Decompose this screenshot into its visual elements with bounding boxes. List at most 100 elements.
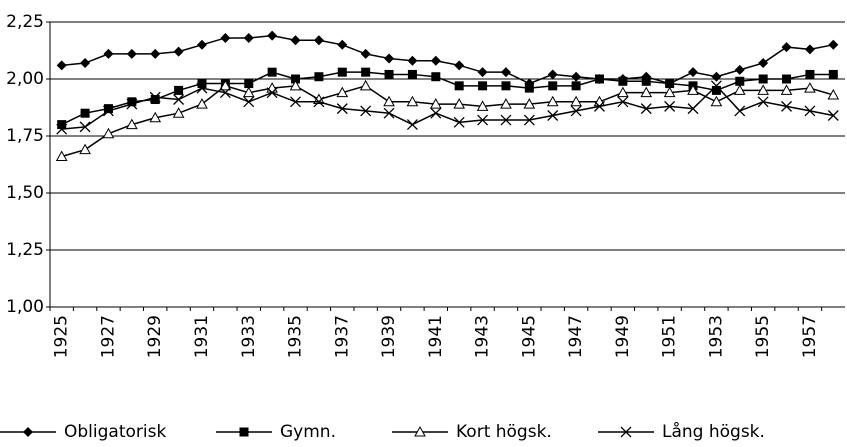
marker — [337, 67, 347, 77]
marker — [710, 95, 723, 107]
marker — [500, 114, 512, 126]
marker — [126, 98, 138, 110]
x-tick-label: 1957 — [800, 315, 820, 358]
marker — [361, 67, 371, 77]
marker — [384, 69, 394, 79]
marker — [56, 123, 68, 135]
marker — [477, 67, 488, 78]
series-line — [61, 85, 834, 158]
marker — [523, 98, 536, 109]
marker — [56, 60, 67, 71]
marker — [80, 58, 91, 69]
marker — [617, 86, 629, 98]
marker — [734, 64, 745, 75]
marker — [548, 81, 558, 91]
marker — [804, 44, 815, 55]
marker — [23, 427, 33, 437]
marker — [55, 150, 68, 162]
marker — [79, 143, 91, 155]
marker — [103, 48, 114, 59]
marker — [594, 100, 605, 112]
marker — [150, 95, 160, 105]
marker — [173, 46, 184, 57]
marker — [781, 42, 792, 53]
marker — [805, 69, 815, 79]
marker — [524, 83, 534, 93]
marker — [430, 55, 441, 66]
legend-label: Gymn. — [280, 422, 336, 442]
marker — [243, 32, 254, 43]
y-tick-label: 1,25 — [6, 240, 44, 260]
marker — [219, 79, 232, 91]
marker — [125, 118, 138, 130]
marker — [827, 110, 839, 121]
marker — [546, 95, 559, 107]
x-tick-label: 1955 — [753, 315, 773, 358]
marker — [406, 119, 418, 131]
series-line — [61, 71, 834, 126]
marker — [570, 95, 582, 107]
marker — [735, 76, 745, 86]
legend-label: Lång högsk. — [662, 421, 765, 442]
marker — [620, 426, 632, 438]
marker — [220, 32, 231, 43]
marker — [429, 98, 442, 109]
marker — [150, 48, 161, 59]
marker — [571, 81, 581, 91]
marker — [359, 79, 372, 91]
marker — [571, 71, 582, 82]
x-tick-label: 1933 — [239, 315, 259, 358]
legend-label: Kort högsk. — [456, 422, 552, 442]
marker — [663, 86, 676, 98]
marker — [173, 94, 185, 105]
marker — [781, 100, 793, 112]
marker — [780, 84, 793, 95]
marker — [711, 85, 721, 95]
marker — [244, 79, 254, 89]
marker — [57, 120, 67, 130]
x-tick-label: 1929 — [145, 315, 165, 358]
marker — [383, 95, 395, 107]
x-tick-label: 1939 — [379, 315, 399, 358]
marker — [336, 103, 348, 115]
marker — [102, 105, 114, 117]
marker — [500, 67, 511, 78]
marker — [687, 103, 699, 115]
marker — [360, 105, 372, 117]
marker — [782, 74, 792, 84]
marker — [291, 74, 301, 84]
marker — [570, 105, 582, 117]
marker — [103, 104, 113, 114]
marker — [757, 84, 770, 95]
marker — [664, 100, 676, 112]
marker — [688, 67, 699, 78]
marker — [594, 74, 604, 84]
marker — [501, 81, 511, 91]
marker — [665, 79, 675, 89]
marker — [360, 48, 371, 59]
marker — [102, 127, 115, 139]
marker — [710, 80, 722, 92]
marker — [79, 121, 91, 133]
marker — [239, 427, 249, 437]
marker — [384, 53, 395, 64]
marker — [828, 69, 838, 79]
marker — [290, 96, 301, 108]
marker — [414, 425, 426, 437]
x-tick-label: 1945 — [519, 315, 539, 358]
marker — [618, 76, 628, 86]
marker — [547, 69, 558, 80]
legend-label: Obligatorisk — [64, 422, 166, 442]
marker — [126, 48, 137, 59]
marker — [453, 98, 466, 109]
marker — [172, 107, 185, 118]
marker — [804, 82, 816, 93]
marker — [243, 96, 255, 108]
x-tick-label: 1941 — [426, 315, 446, 358]
marker — [127, 97, 137, 107]
x-tick-label: 1943 — [473, 315, 493, 358]
y-tick-label: 1,75 — [6, 126, 44, 146]
marker — [430, 107, 442, 119]
marker — [196, 98, 208, 109]
